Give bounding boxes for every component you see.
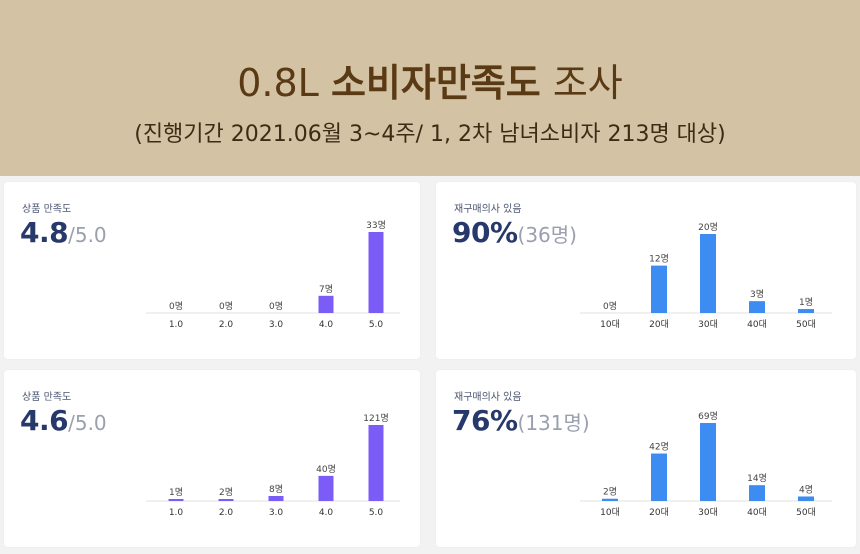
satisfaction-card-1: 상품 만족도 4.8/5.0 0명 1.0 0명 2.0 0명 3.0 7명 4.0 33명 5.… <box>4 182 420 359</box>
bar-50대 <box>798 496 814 501</box>
x-tick-50대: 50대 <box>796 319 816 330</box>
x-tick-10대: 10대 <box>600 319 620 330</box>
rebuy-value: 90%(36명) <box>452 216 577 249</box>
bar-2.0 <box>218 499 234 501</box>
score-value: 4.6/5.0 <box>20 404 107 437</box>
rebuy-count: (131명) <box>517 411 590 435</box>
x-tick-4.0: 4.0 <box>319 320 334 330</box>
bar-40대 <box>749 485 765 501</box>
rebuy-count: (36명) <box>517 223 577 247</box>
score-suffix: /5.0 <box>68 223 107 247</box>
card-label: 상품 만족도 <box>22 204 72 215</box>
data-label-20대: 42명 <box>649 442 669 453</box>
bar-5.0 <box>368 425 384 501</box>
banner-title-suffix: 조사 <box>552 61 623 105</box>
score-suffix: /5.0 <box>68 411 107 435</box>
x-tick-50대: 50대 <box>796 507 816 518</box>
x-tick-40대: 40대 <box>747 319 767 330</box>
data-label-40대: 3명 <box>750 289 764 300</box>
data-label-3.0: 0명 <box>269 301 283 312</box>
bar-3.0 <box>268 495 284 501</box>
data-label-10대: 0명 <box>603 301 617 312</box>
x-tick-1.0: 1.0 <box>169 320 184 330</box>
data-label-1.0: 0명 <box>169 301 183 312</box>
card-label: 재구매의사 있음 <box>454 204 522 215</box>
data-label-4.0: 7명 <box>319 284 333 295</box>
bar-4.0 <box>318 295 334 313</box>
x-tick-5.0: 5.0 <box>369 508 384 518</box>
score-main: 4.6 <box>20 404 69 437</box>
rebuy-percent: 90% <box>452 216 518 249</box>
x-tick-4.0: 4.0 <box>319 508 334 518</box>
score-main: 4.8 <box>20 216 69 249</box>
data-label-4.0: 40명 <box>316 464 336 475</box>
age-bar-chart-1: 0명 10대 12명 20대 20명 30대 3명 40대 1명 50대 <box>580 222 832 330</box>
data-label-20대: 12명 <box>649 254 669 265</box>
x-tick-2.0: 2.0 <box>219 508 234 518</box>
banner-title: 0.8L 소비자만족도 조사 <box>0 52 860 107</box>
x-tick-5.0: 5.0 <box>369 320 384 330</box>
x-tick-20대: 20대 <box>649 319 669 330</box>
x-tick-3.0: 3.0 <box>269 320 284 330</box>
bar-30대 <box>700 234 716 313</box>
satisfaction-card-2: 상품 만족도 4.6/5.0 1명 1.0 2명 2.0 8명 3.0 40명 4.0 121명… <box>4 370 420 547</box>
rebuy-card-2: 재구매의사 있음 76%(131명) 2명 10대 42명 20대 69명 30대 14명 4… <box>436 370 856 547</box>
data-label-5.0: 33명 <box>366 220 386 231</box>
x-tick-20대: 20대 <box>649 507 669 518</box>
x-tick-30대: 30대 <box>698 507 718 518</box>
data-label-3.0: 8명 <box>269 484 283 495</box>
x-tick-10대: 10대 <box>600 507 620 518</box>
age-bar-chart-2: 2명 10대 42명 20대 69명 30대 14명 40대 4명 50대 <box>580 411 832 518</box>
bar-30대 <box>700 423 716 501</box>
satisfaction-bar-chart-2: 1명 1.0 2명 2.0 8명 3.0 40명 4.0 121명 5.0 <box>146 413 400 518</box>
card-label: 재구매의사 있음 <box>454 392 522 403</box>
bar-4.0 <box>318 475 334 501</box>
banner-title-prefix: 0.8L <box>237 61 319 105</box>
score-value: 4.8/5.0 <box>20 216 107 249</box>
data-label-5.0: 121명 <box>363 413 388 424</box>
data-label-30대: 69명 <box>698 411 718 422</box>
x-tick-30대: 30대 <box>698 319 718 330</box>
data-label-30대: 20명 <box>698 222 718 233</box>
data-label-50대: 4명 <box>799 484 813 495</box>
bar-5.0 <box>368 232 384 313</box>
data-label-2.0: 0명 <box>219 301 233 312</box>
satisfaction-bar-chart-1: 0명 1.0 0명 2.0 0명 3.0 7명 4.0 33명 5.0 <box>146 220 400 330</box>
bar-20대 <box>651 453 667 501</box>
bar-50대 <box>798 309 814 313</box>
data-label-40대: 14명 <box>747 473 767 484</box>
data-label-2.0: 2명 <box>219 487 233 498</box>
bar-40대 <box>749 301 765 313</box>
rebuy-percent: 76% <box>452 404 518 437</box>
rebuy-card-1: 재구매의사 있음 90%(36명) 0명 10대 12명 20대 20명 30대 3명 40대… <box>436 182 856 359</box>
x-tick-1.0: 1.0 <box>169 508 184 518</box>
bar-20대 <box>651 265 667 313</box>
x-tick-3.0: 3.0 <box>269 508 284 518</box>
x-tick-2.0: 2.0 <box>219 320 234 330</box>
data-label-10대: 2명 <box>603 487 617 498</box>
card-label: 상품 만족도 <box>22 392 72 403</box>
banner-title-main: 소비자만족도 <box>330 61 541 105</box>
data-label-50대: 1명 <box>799 297 813 308</box>
x-tick-40대: 40대 <box>747 507 767 518</box>
data-label-1.0: 1명 <box>169 487 183 498</box>
rebuy-value: 76%(131명) <box>452 404 590 437</box>
banner-subtitle: (진행기간 2021.06월 3~4주/ 1, 2차 남녀소비자 213명 대상… <box>134 122 726 147</box>
bar-1.0 <box>168 499 184 501</box>
bar-10대 <box>602 498 618 501</box>
survey-banner: 0.8L 소비자만족도 조사 (진행기간 2021.06월 3~4주/ 1, 2… <box>0 0 860 176</box>
